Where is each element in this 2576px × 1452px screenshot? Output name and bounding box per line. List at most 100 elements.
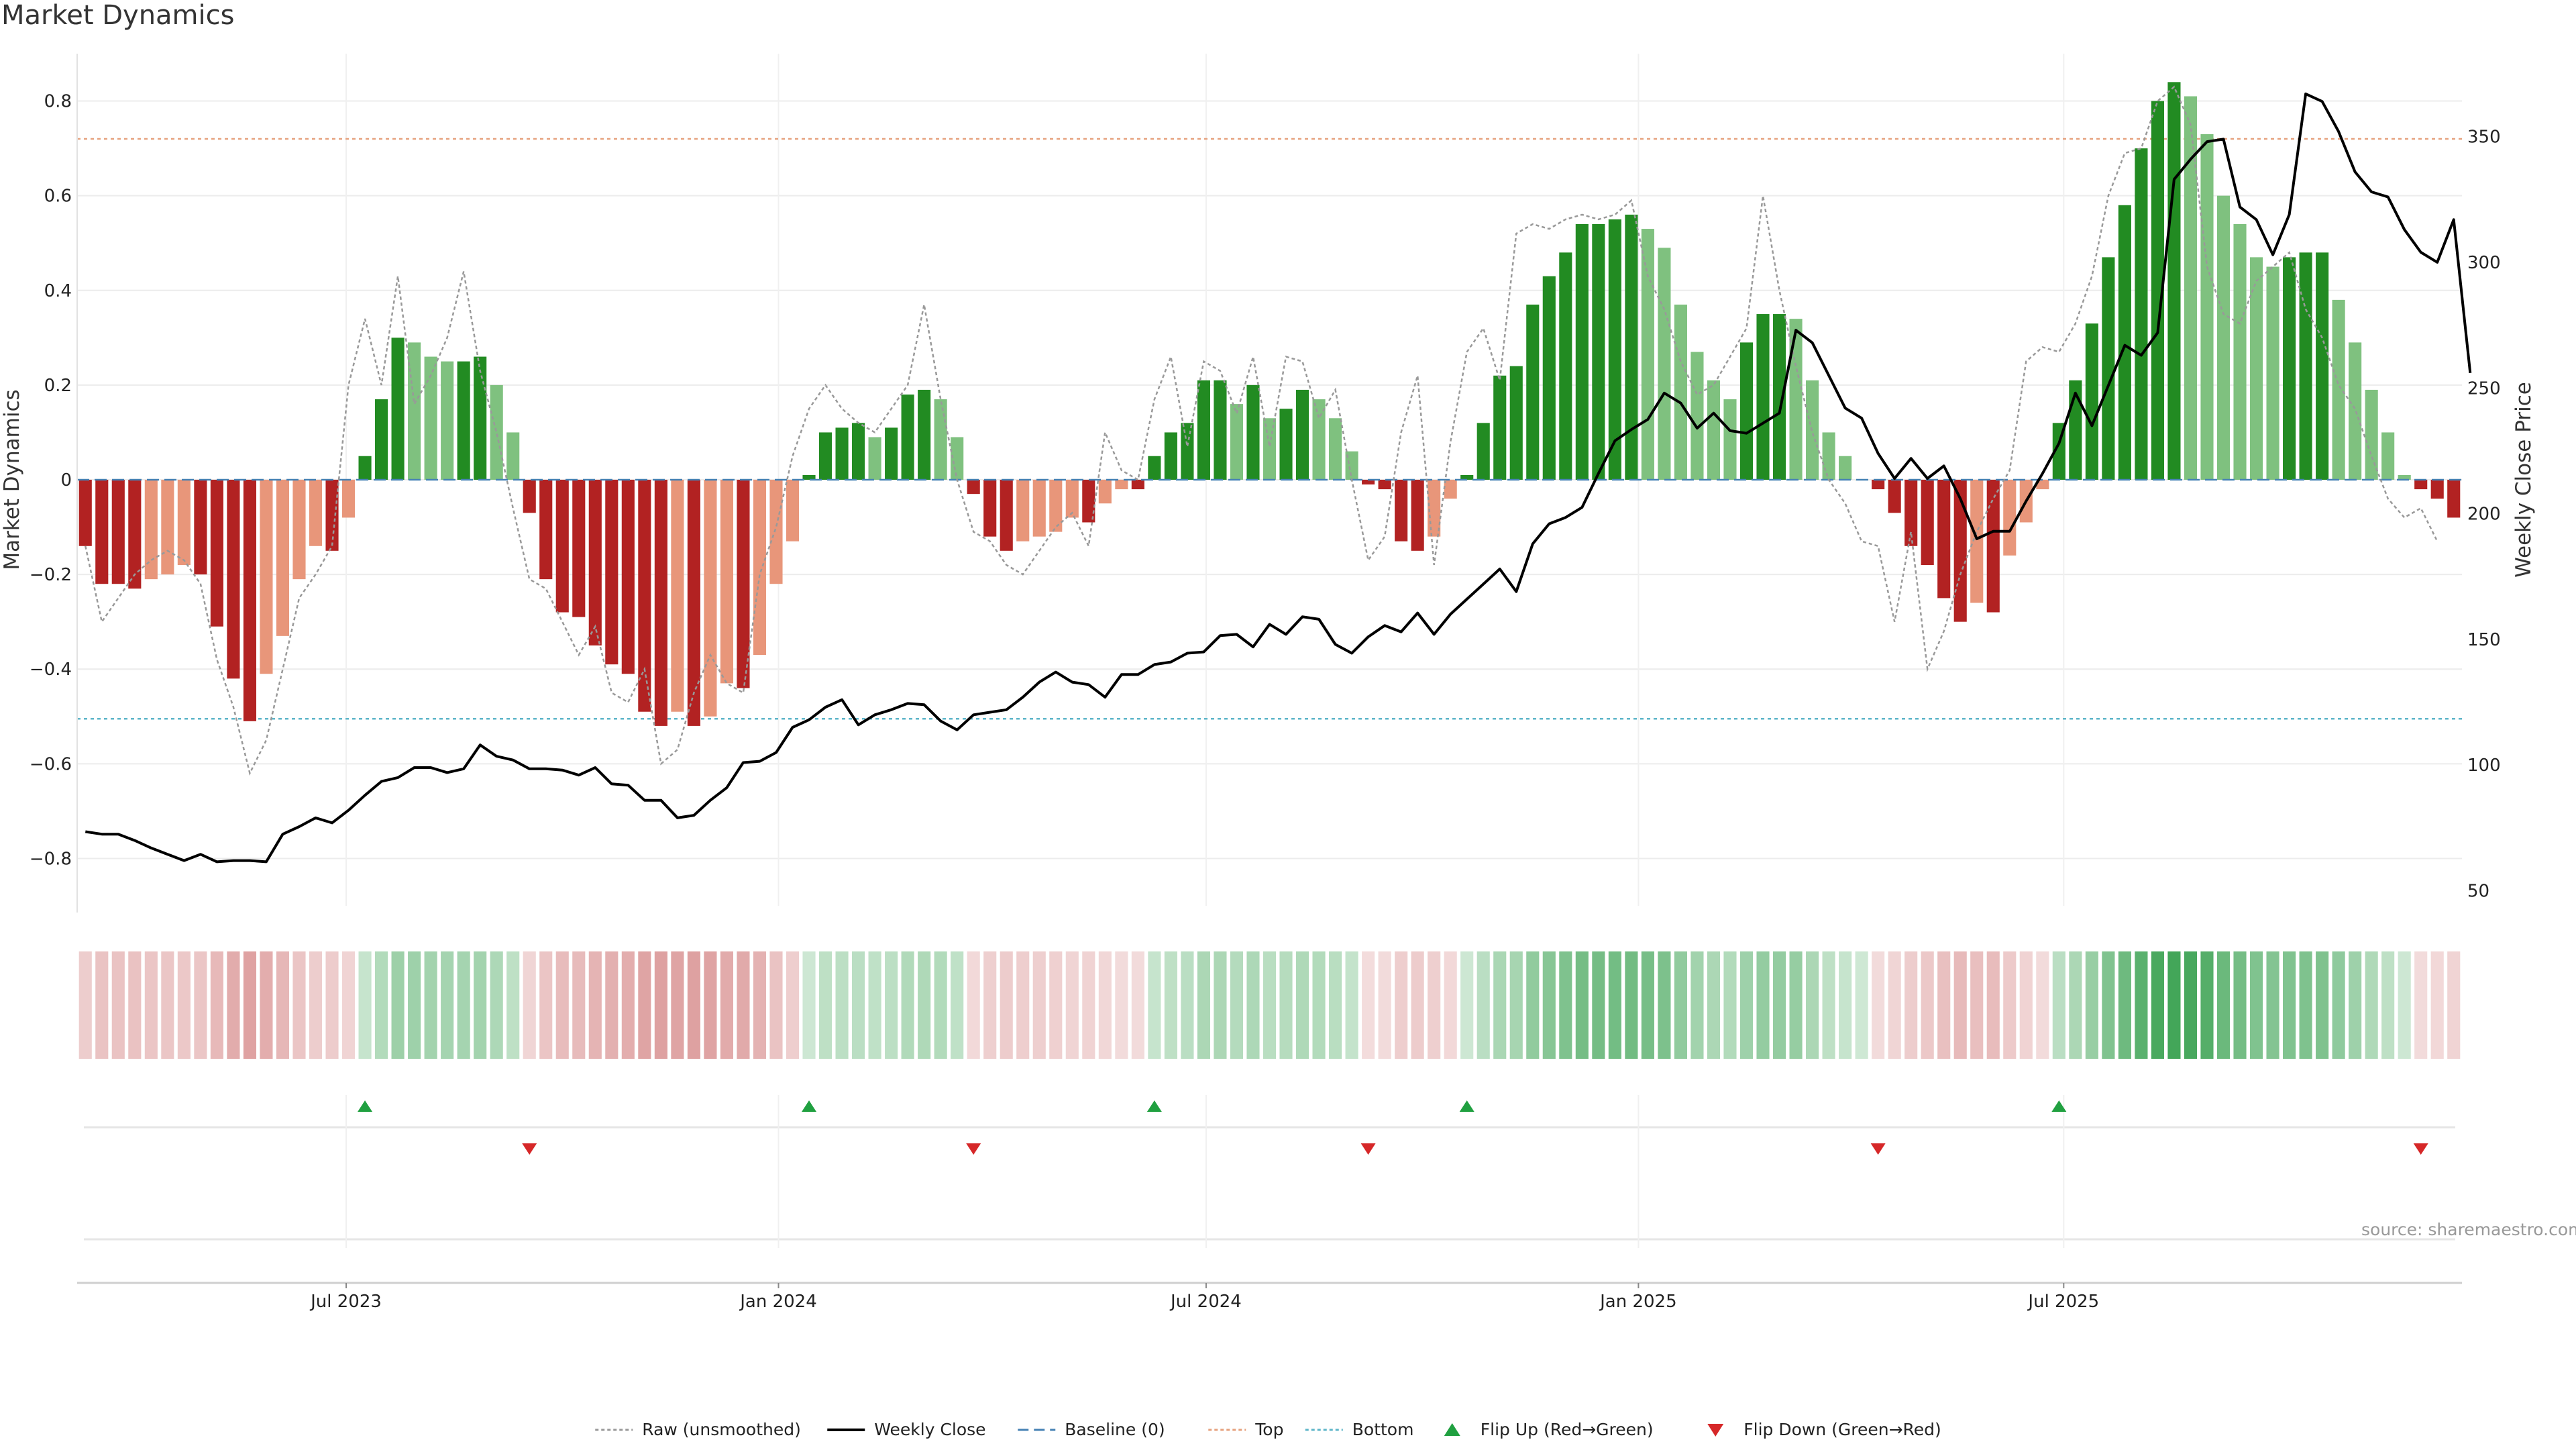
bar	[1526, 304, 1540, 480]
heat-cell	[2430, 951, 2444, 1059]
bar	[260, 480, 273, 674]
bar	[2184, 96, 2198, 480]
y2-tick-label: 150	[2467, 630, 2501, 650]
legend-label: Flip Down (Green→Red)	[1743, 1420, 1941, 1439]
legend: Raw (unsmoothed) Weekly Close Baseline (0)…	[595, 1420, 1941, 1439]
heat-cell	[424, 951, 437, 1059]
bar	[474, 356, 487, 480]
x-tick-label: Jan 2025	[1599, 1292, 1677, 1312]
heat-cell	[1658, 951, 1671, 1059]
heat-cell	[967, 951, 980, 1059]
heat-cell	[194, 951, 207, 1059]
bar	[1049, 480, 1063, 532]
y-tick-label: 0.8	[44, 92, 72, 112]
bar	[1872, 480, 1885, 490]
heat-cell	[1032, 951, 1046, 1059]
heat-cell	[2118, 951, 2131, 1059]
heat-cell	[2200, 951, 2214, 1059]
heat-cell	[818, 951, 833, 1059]
bar	[111, 480, 125, 584]
bar	[375, 399, 388, 480]
heat-cell	[1509, 951, 1523, 1059]
heat-cell	[1444, 951, 1457, 1059]
heat-cell	[885, 951, 898, 1059]
heat-cell	[1723, 951, 1737, 1059]
heat-cell	[1526, 951, 1540, 1059]
legend-swatch	[1707, 1424, 1724, 1437]
heat-cell	[1608, 951, 1621, 1059]
bar	[901, 395, 914, 480]
bar	[161, 480, 174, 575]
heat-cell	[161, 951, 174, 1059]
legend-item: Flip Down (Green→Red)	[1707, 1420, 1941, 1439]
bar	[2036, 480, 2049, 490]
heat-cell	[1872, 951, 1885, 1059]
bar	[1312, 399, 1326, 480]
heat-cell	[1970, 951, 1984, 1059]
heat-cell	[539, 951, 553, 1059]
flip-up-marker	[802, 1100, 817, 1112]
heat-cell	[1937, 951, 1951, 1059]
bar	[441, 361, 454, 480]
heat-cell	[2216, 951, 2231, 1059]
heat-cell	[2365, 951, 2378, 1059]
bar	[1789, 319, 1803, 480]
bar	[687, 480, 700, 726]
bar	[2349, 342, 2362, 480]
heat-cell	[2349, 951, 2362, 1059]
bar	[1378, 480, 1391, 490]
bar	[2365, 389, 2378, 480]
heat-cell	[2167, 951, 2181, 1059]
heat-cell	[786, 951, 800, 1059]
bar	[555, 480, 569, 613]
heat-cell	[474, 951, 487, 1059]
heat-cell	[2233, 951, 2247, 1059]
legend-item: Bottom	[1305, 1420, 1413, 1439]
heat-cell	[210, 951, 223, 1059]
flip-up-marker	[1459, 1100, 1474, 1112]
heat-cell	[144, 951, 158, 1059]
heat-cell	[1362, 951, 1375, 1059]
heat-cell	[1329, 951, 1342, 1059]
heat-cell	[1214, 951, 1227, 1059]
bar	[737, 480, 750, 688]
heat-cell	[1477, 951, 1490, 1059]
bar	[1065, 480, 1079, 518]
bar	[523, 480, 536, 513]
bar	[292, 480, 306, 580]
x-axis: Jul 2023 Jan 2024 Jul 2024 Jan 2025 Jul 2025	[77, 1282, 2462, 1312]
heat-cell	[1279, 951, 1293, 1059]
heat-cell	[2381, 951, 2395, 1059]
heat-cell	[901, 951, 914, 1059]
bar	[588, 480, 602, 645]
bar	[1937, 480, 1951, 599]
heat-cell	[638, 951, 651, 1059]
legend-swatch	[1444, 1423, 1460, 1436]
bar	[1263, 418, 1277, 480]
heat-cell	[375, 951, 388, 1059]
bar	[276, 480, 290, 636]
heat-cell	[2414, 951, 2428, 1059]
bar	[885, 427, 898, 480]
bar	[1822, 432, 1835, 480]
heat-cell	[1000, 951, 1013, 1059]
heat-cell	[769, 951, 783, 1059]
bar	[1592, 224, 1605, 480]
heatstrip	[78, 951, 2461, 1059]
weekly-close-line	[85, 92, 2472, 864]
flip-down-marker	[966, 1143, 981, 1155]
bar	[177, 480, 191, 565]
heat-cell	[341, 951, 356, 1059]
heat-cell	[2069, 951, 2082, 1059]
bar	[490, 384, 503, 480]
heat-cell	[1263, 951, 1277, 1059]
bar	[2299, 252, 2312, 480]
heat-cell	[2003, 951, 2017, 1059]
heat-cell	[2184, 951, 2198, 1059]
bar	[2151, 101, 2164, 480]
bar	[1115, 480, 1128, 490]
axes-layer: 0.8 0.6 0.4 0.2 0 −0.2 −0.4 −0.6 −0.8 350 300 250 20…	[0, 54, 2536, 913]
bar	[918, 389, 931, 480]
y-tick-label: 0.4	[44, 281, 72, 301]
heat-cell	[457, 951, 470, 1059]
